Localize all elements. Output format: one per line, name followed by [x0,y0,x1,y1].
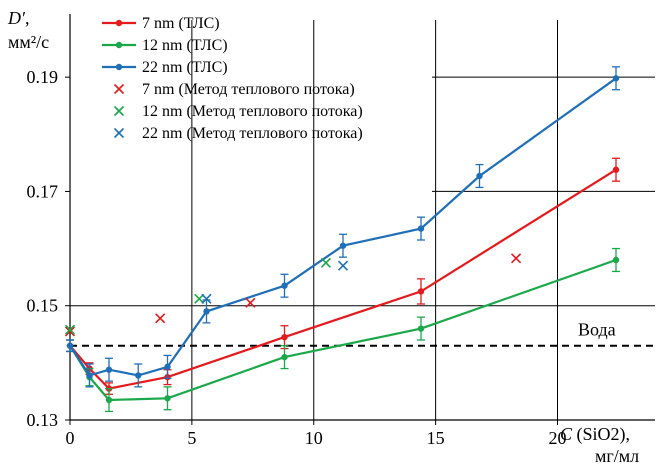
data-point [203,308,210,315]
x-tick-label: 0 [66,428,75,448]
data-point-x [510,253,522,264]
data-point-x [64,326,76,337]
x-marker-stroke [64,326,76,337]
x-tick-label: 5 [187,428,196,448]
x-marker-stroke [201,293,212,304]
data-point [417,288,425,295]
y-tick-label: 0.19 [27,67,59,87]
series-0 [66,157,620,395]
x-marker-stroke [510,253,522,264]
data-point [164,363,171,371]
tick-labels: 0 5 10 15 20 0.13 0.15 0.17 0.19 [27,67,567,448]
series-line [69,168,617,390]
legend-label: 7 nm (Метод теплового потока) [142,81,355,98]
series-2 [66,66,620,388]
y-tick-label: 0.17 [27,181,59,201]
data-point [281,282,288,289]
series-4 [64,257,332,335]
legend-item: 12 nm (ТЛС) [102,37,228,54]
data-point [86,372,93,379]
series-line [69,77,617,377]
legend-swatch-dot [115,63,123,71]
legend-label: 7 nm (ТЛС) [142,15,220,32]
data-point-x [64,324,76,335]
data-point-x [194,293,205,304]
x-tick-label: 15 [427,428,445,448]
reference-line: Вода [70,320,655,347]
data-point [105,366,113,373]
legend-item: 7 nm (Метод теплового потока) [113,81,355,98]
axes [65,14,655,425]
data-point [417,225,425,232]
data-point-x [201,293,212,304]
x-marker-stroke [320,257,332,268]
legend-item: 12 nm (Метод теплового потока) [113,103,363,120]
data-point [476,172,483,180]
data-point [612,256,620,264]
legend-label: 22 nm (Метод теплового потока) [142,125,363,142]
legend-item: 22 nm (Метод теплового потока) [113,125,363,142]
axis-labels: D′, мм²/с C (SiO2),мг/мл [7,8,639,466]
legend-label: 12 nm (ТЛС) [142,37,228,54]
x-axis-unit: мг/мл [595,446,639,466]
data-point [105,396,113,404]
series-1 [66,247,620,413]
legend-swatch-x [113,105,125,117]
y-tick-label: 0.15 [27,296,59,316]
water-label: Вода [578,320,616,340]
x-marker-stroke [337,260,349,271]
grid-lines [70,20,655,420]
x-tick-label: 20 [549,428,567,448]
data-point-x [337,260,349,271]
legend-item: 22 nm (ТЛС) [102,59,228,76]
series-line [69,258,617,402]
legend-label: 22 nm (ТЛС) [142,59,228,76]
x-marker-stroke [194,293,205,304]
data-point-x [245,297,256,308]
series-3 [64,253,522,337]
y-axis-unit: мм²/с [8,32,49,52]
data-point [281,333,288,341]
legend-swatch-dot [115,19,123,27]
data-point [339,242,347,249]
x-axis-label: C (SiO2), [560,424,630,445]
legend: 7 nm (ТЛС) 12 nm (ТЛС) 22 nm (ТЛС) 7 nm (Ме… [102,15,363,142]
data-point [66,342,74,349]
x-marker-stroke [64,324,76,335]
x-marker-stroke [245,297,256,308]
x-tick-label: 10 [305,428,323,448]
y-axis-symbol: D′ [7,8,26,28]
data-point [612,166,620,173]
legend-label: 12 nm (Метод теплового потока) [142,103,363,120]
y-axis-comma: , [25,8,30,28]
data-point [281,353,288,361]
x-marker-stroke [155,313,166,324]
data-point [612,75,620,82]
data-point-x [155,313,166,324]
legend-swatch-x [113,83,125,95]
series-5 [201,260,349,304]
data-point-x [320,257,332,268]
data-point [164,395,171,402]
data-point [135,372,142,379]
series-layer [64,66,620,413]
legend-item: 7 nm (ТЛС) [102,15,220,32]
x-axis-symbol: C [560,424,573,444]
y-tick-label: 0.13 [27,410,59,430]
legend-swatch-x [113,127,125,139]
y-axis-label: D′, [7,8,29,28]
data-point [417,325,425,332]
legend-swatch-dot [115,41,123,49]
x-axis-quantity: (SiO2), [572,424,630,445]
